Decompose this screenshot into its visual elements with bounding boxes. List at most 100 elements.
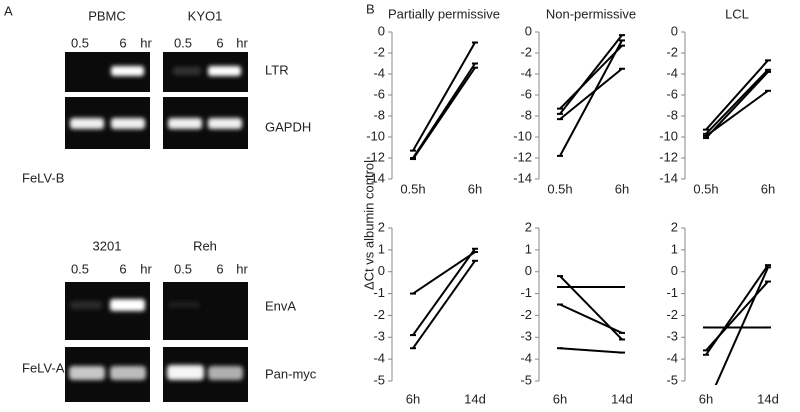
lane-label: hr (140, 261, 152, 276)
series-line (559, 34, 623, 115)
series-line (412, 248, 476, 336)
lane-label: 0.5 (174, 261, 192, 276)
y-tick-label: 1 (378, 241, 385, 256)
y-tick-label: -8 (520, 107, 532, 122)
y-tick-label: 0 (378, 263, 385, 278)
band (110, 299, 145, 311)
x-tick-label: 6h (615, 181, 629, 196)
series-line (714, 266, 769, 385)
y-tick-label: -10 (659, 128, 678, 143)
band (69, 366, 105, 380)
lane-label: 6 (119, 35, 126, 50)
x-tick-label: 6h (761, 181, 775, 196)
series-line (412, 251, 476, 295)
lane-label: hr (236, 35, 248, 50)
x-tick-label: 0.5h (547, 181, 572, 196)
y-tick-label: -3 (666, 329, 678, 344)
series-line (705, 89, 769, 137)
y-tick-label: 1 (671, 241, 678, 256)
band (168, 301, 200, 308)
lane-label: hr (236, 261, 248, 276)
y-tick-label: -14 (513, 170, 532, 185)
gel-label: GAPDH (265, 119, 311, 134)
x-tick-label: 6h (468, 181, 482, 196)
series-line (705, 69, 769, 135)
y-tick-label: -8 (666, 107, 678, 122)
gel-label: EnvA (265, 298, 296, 313)
y-tick-label: -4 (520, 65, 532, 80)
y-tick-label: -1 (666, 285, 678, 300)
series-line (559, 67, 623, 120)
lane-label: 6 (119, 261, 126, 276)
x-tick-label: 14d (464, 391, 486, 406)
y-tick-label: -5 (373, 372, 385, 387)
band (111, 118, 145, 129)
series-line (705, 59, 769, 131)
y-tick-label: -10 (366, 128, 385, 143)
y-tick-label: -2 (666, 44, 678, 59)
panel-letter: B (366, 1, 375, 16)
y-tick-label: 0 (671, 23, 678, 38)
row-label: FeLV-A (22, 360, 65, 375)
y-tick-label: 0 (525, 23, 532, 38)
x-tick-label: 6h (699, 391, 713, 406)
y-tick-label: -4 (520, 351, 532, 366)
y-tick-label: -8 (373, 107, 385, 122)
y-tick-label: -1 (373, 285, 385, 300)
series-line (559, 39, 623, 157)
y-tick-label: -5 (666, 372, 678, 387)
chart-title: Partially permissive (388, 6, 500, 21)
series-line (559, 347, 623, 354)
x-tick-label: 0.5h (400, 181, 425, 196)
y-tick-label: -14 (366, 170, 385, 185)
band (173, 67, 201, 75)
y-tick-label: 0 (378, 23, 385, 38)
lane-label: hr (140, 35, 152, 50)
series-line (559, 303, 623, 334)
series-line (412, 42, 476, 152)
y-tick-label: 0 (671, 263, 678, 278)
y-tick-label: -12 (513, 149, 532, 164)
lane-label: 0.5 (71, 261, 89, 276)
group-label: PBMC (88, 8, 126, 23)
series-group (703, 59, 771, 140)
y-tick-label: -2 (520, 307, 532, 322)
series-group (557, 34, 625, 157)
band (208, 366, 243, 380)
series-group (557, 275, 625, 354)
chart-title: LCL (725, 6, 749, 21)
y-tick-label: -12 (366, 149, 385, 164)
y-tick-label: -4 (373, 65, 385, 80)
group-label: 3201 (93, 238, 122, 253)
series-line (412, 260, 476, 349)
y-tick-label: -4 (373, 351, 385, 366)
gel-label: Pan-myc (265, 366, 317, 381)
y-tick-label: -2 (373, 44, 385, 59)
band (168, 118, 202, 129)
band (208, 66, 241, 76)
y-axis-label: ΔCt vs albumin control (361, 160, 376, 290)
band (111, 66, 144, 76)
y-tick-label: 1 (525, 241, 532, 256)
y-tick-label: -6 (373, 86, 385, 101)
gel (163, 282, 248, 340)
band (70, 301, 102, 309)
series-line (412, 67, 476, 160)
y-tick-label: -2 (520, 44, 532, 59)
y-tick-label: -4 (666, 65, 678, 80)
y-tick-label: -14 (659, 170, 678, 185)
series-group (410, 41, 478, 161)
series-line (705, 264, 769, 356)
lane-label: 0.5 (174, 35, 192, 50)
lane-label: 6 (216, 35, 223, 50)
series-line (559, 44, 623, 110)
y-tick-label: -3 (373, 329, 385, 344)
group-label: Reh (193, 238, 217, 253)
chart-title: Non-permissive (546, 6, 636, 21)
band (167, 365, 204, 380)
x-tick-label: 14d (611, 391, 633, 406)
y-tick-label: -6 (666, 86, 678, 101)
y-tick-label: -10 (513, 128, 532, 143)
series-group (410, 247, 478, 350)
